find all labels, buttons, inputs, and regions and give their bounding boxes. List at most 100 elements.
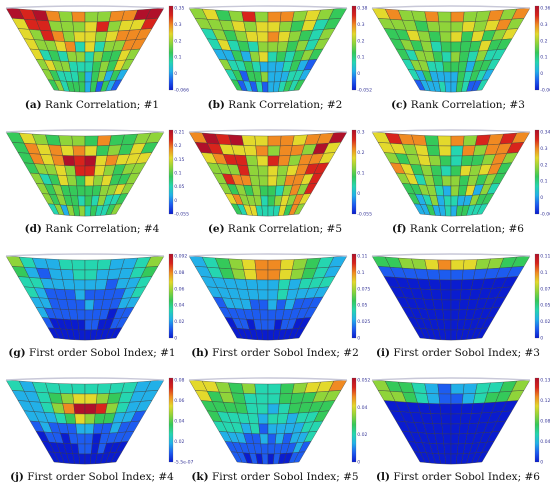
- mesh-cell: [62, 403, 75, 415]
- vessel-rim: [5, 377, 165, 381]
- mesh-cell: [258, 299, 269, 311]
- mesh-cell: [476, 203, 489, 215]
- colorbar: [534, 253, 540, 339]
- mesh-cell: [73, 31, 86, 43]
- mesh-cell: [76, 309, 86, 321]
- panel-letter: (c): [391, 99, 408, 111]
- heatmap-vessel: 0.35 0.3 0.2 0.1 0 -0.066: [5, 5, 189, 94]
- mesh-cell: [279, 145, 293, 156]
- colorbar-tick-label: 0.12: [540, 398, 550, 404]
- colorbar-tick-label: 0.3: [540, 22, 547, 28]
- mesh-cell: [84, 155, 97, 167]
- mesh-cell: [74, 413, 86, 425]
- panel-caption-text: Rank Correlation; #5: [227, 223, 343, 235]
- mesh-cell: [241, 135, 256, 146]
- vessel-rim: [371, 5, 531, 9]
- heatmap-vessel: 0.13 0.12 0.08 0.04 0: [371, 377, 550, 466]
- mesh-cell: [97, 259, 112, 270]
- mesh-cell: [440, 289, 452, 301]
- mesh-cell: [74, 289, 86, 301]
- mesh-cell: [255, 145, 269, 157]
- mesh-cell: [261, 205, 269, 217]
- mesh-cell: [60, 145, 74, 156]
- mesh-cell: [64, 165, 76, 177]
- mesh-cell: [267, 41, 279, 53]
- mesh-cell: [110, 451, 123, 463]
- panel-e: 0.3 0.2 0.1 0 -0.055 (e) Rank Correlation; #5: [187, 126, 372, 246]
- mesh-cell: [450, 31, 463, 43]
- heatmap-vessel: 0.36 0.3 0.2 0.1 0 -0.066: [371, 5, 550, 94]
- panel-a: 0.35 0.3 0.2 0.1 0 -0.066 (a) Rank Correlation…: [4, 2, 189, 122]
- colorbar-tick-label: 0.1: [540, 270, 547, 276]
- mesh-cell: [462, 145, 476, 156]
- mesh-cell: [438, 269, 452, 281]
- mesh-cell: [450, 413, 462, 425]
- mesh-cell: [424, 11, 439, 22]
- mesh-cell: [78, 329, 86, 341]
- mesh-cell: [84, 423, 95, 435]
- vessel-rim: [188, 253, 348, 257]
- mesh-cell: [476, 327, 489, 339]
- mesh-cell: [260, 319, 269, 331]
- vessel-rim: [5, 5, 165, 9]
- colorbar: [168, 129, 174, 215]
- mesh-cell: [267, 71, 276, 83]
- mesh-cell: [73, 155, 86, 167]
- colorbar-tick-label: 0.38: [357, 6, 367, 12]
- panel-caption-text: Rank Correlation; #4: [45, 223, 160, 235]
- mesh-cell: [450, 61, 460, 73]
- mesh-cell: [267, 185, 277, 197]
- colorbar-tick-label: 0.1: [174, 171, 181, 177]
- mesh-cell: [84, 309, 94, 321]
- mesh-cell: [462, 269, 476, 280]
- mesh-cell: [450, 195, 459, 207]
- mesh-cell: [84, 185, 94, 197]
- mesh-cell: [78, 81, 86, 93]
- mesh-cell: [75, 51, 86, 63]
- mesh-cell: [84, 319, 93, 331]
- mesh-cell: [64, 413, 76, 425]
- panel-caption: (c) Rank Correlation; #3: [370, 98, 546, 112]
- mesh-cell: [424, 383, 439, 394]
- mesh-cell: [84, 403, 97, 415]
- colorbar-tick-label: 0.2: [174, 143, 181, 149]
- panel-c: 0.36 0.3 0.2 0.1 0 -0.066 (c) Rank Correlation…: [370, 2, 550, 122]
- mesh-cell: [444, 81, 452, 93]
- mesh-cell: [280, 135, 295, 146]
- mesh-cell: [442, 309, 452, 321]
- panel-caption: (j) First order Sobol Index; #4: [4, 470, 180, 484]
- mesh-cell: [440, 41, 452, 53]
- mesh-cell: [75, 175, 86, 187]
- colorbar: [534, 5, 540, 91]
- mesh-cell: [96, 393, 110, 404]
- mesh-cell: [267, 319, 276, 331]
- mesh-cell: [84, 11, 99, 23]
- mesh-cell: [430, 289, 442, 301]
- mesh-cell: [424, 259, 439, 270]
- panel-caption: (b) Rank Correlation; #2: [187, 98, 363, 112]
- panel-caption: (f) Rank Correlation; #6: [370, 222, 546, 236]
- mesh-cell: [450, 393, 464, 405]
- colorbar-tick-label: 0.06: [174, 286, 184, 292]
- mesh-cell: [450, 175, 461, 187]
- mesh-cell: [62, 155, 75, 167]
- colorbar-tick-label: 0.2: [540, 38, 547, 44]
- colorbar: [168, 5, 174, 91]
- colorbar-tick-label: 0.1: [540, 179, 547, 185]
- mesh-cell: [261, 329, 269, 341]
- mesh-cell: [450, 185, 460, 197]
- colorbar-tick-label: 0: [174, 198, 177, 204]
- panel-caption: (e) Rank Correlation; #5: [187, 222, 363, 236]
- panel-letter: (a): [24, 99, 42, 111]
- mesh-cell: [267, 309, 277, 321]
- mesh-cell: [293, 451, 306, 463]
- colorbar-tick-label: 0.15: [174, 157, 184, 163]
- colorbar-tick-label: -0.055: [357, 212, 372, 218]
- mesh-cell: [440, 165, 452, 177]
- mesh-cell: [267, 269, 281, 281]
- panel-letter: (j): [10, 471, 24, 483]
- mesh-cell: [450, 443, 459, 455]
- colorbar-tick-label: -0.052: [357, 88, 372, 94]
- mesh-cell: [441, 423, 452, 435]
- mesh-cell: [84, 443, 93, 455]
